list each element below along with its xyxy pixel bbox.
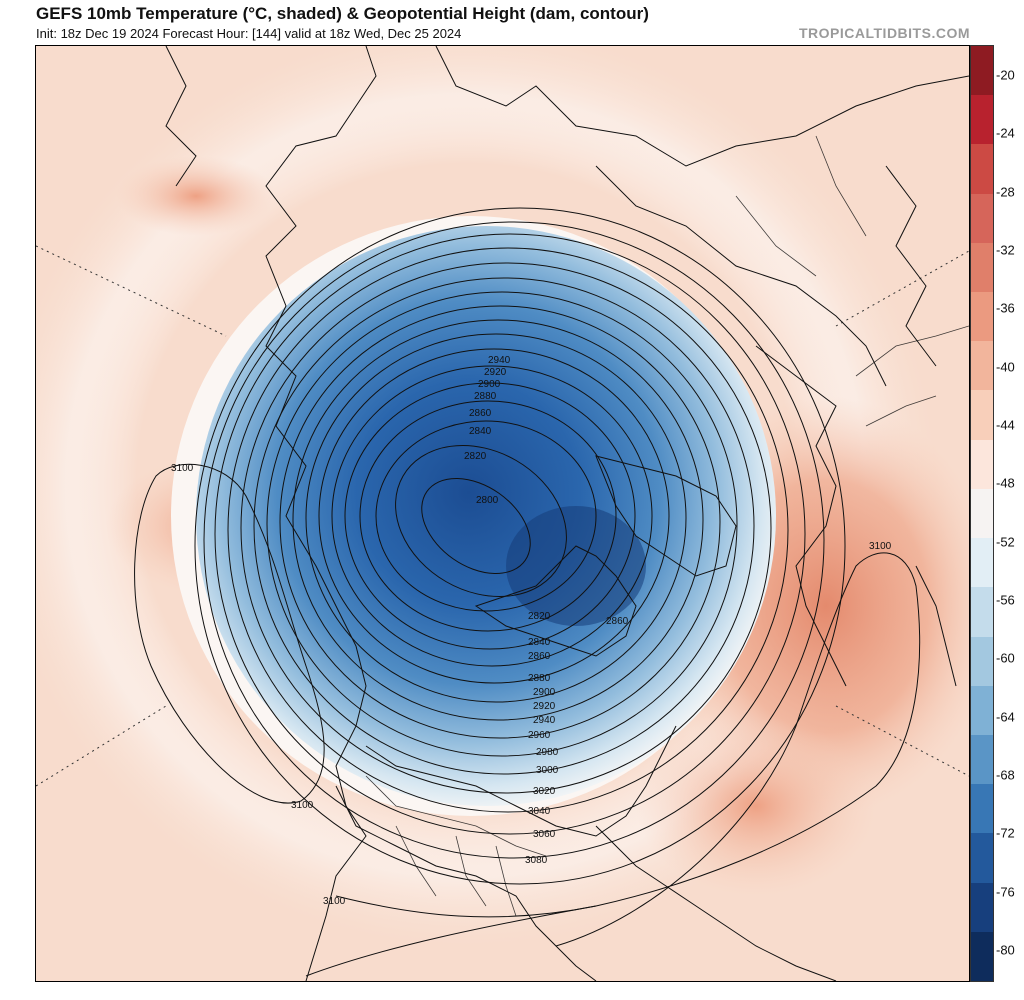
colorbar-label: -68: [996, 767, 1015, 783]
colorbar-segment: [971, 882, 993, 933]
contour-label-2800: 2800: [476, 495, 499, 506]
colorbar-segment: [971, 144, 993, 195]
contour-label-2840-south: 2840: [528, 637, 551, 648]
polar-vortex-cold-core: [196, 226, 776, 806]
colorbar-segment: [971, 734, 993, 786]
contour-label-2860-south: 2860: [528, 651, 551, 662]
colorbar-segment: [971, 439, 993, 490]
contour-label-3020-south: 3020: [533, 786, 556, 797]
contour-label-2820-north: 2820: [464, 451, 487, 462]
map-subtitle: Init: 18z Dec 19 2024 Forecast Hour: [14…: [36, 26, 462, 41]
colorbar-segment: [971, 784, 993, 835]
contour-label-3100-west: 3100: [171, 463, 194, 474]
colorbar-label: -36: [996, 300, 1015, 316]
colorbar-segment: [971, 341, 993, 392]
source-watermark: TROPICALTIDBITS.COM: [798, 25, 970, 41]
height-contours: [134, 207, 921, 977]
contour-label-2820-south: 2820: [528, 611, 551, 622]
borders: [365, 135, 969, 917]
colorbar-segment: [971, 685, 993, 736]
contour-labels: 3100 3100 3100 3100 2940 2920 2900 2880 …: [171, 355, 892, 907]
colorbar-label: -64: [996, 709, 1015, 725]
contour-label-2860-east: 2860: [606, 616, 629, 627]
colorbar-segment: [971, 636, 993, 687]
contour-label-2900-north: 2900: [478, 379, 501, 390]
contour-label-2980-south: 2980: [536, 747, 559, 758]
colorbar-segment: [971, 587, 993, 638]
contour-label-2860-north: 2860: [469, 408, 492, 419]
colorbar-segment: [971, 193, 993, 244]
colorbar-label: -24: [996, 125, 1015, 141]
temperature-colorbar: [970, 45, 994, 982]
contour-label-2940-south: 2940: [533, 715, 556, 726]
colorbar-segment: [971, 95, 993, 146]
graticule: [36, 245, 969, 787]
colorbar-label: -20: [996, 67, 1015, 83]
contour-label-3100-east: 3100: [869, 541, 892, 552]
colorbar-segment: [971, 292, 993, 343]
map-canvas: 3100 3100 3100 3100 2940 2920 2900 2880 …: [36, 46, 969, 981]
contour-label-3060-south: 3060: [533, 829, 556, 840]
map-panel: 3100 3100 3100 3100 2940 2920 2900 2880 …: [35, 45, 970, 982]
contour-label-3040-south: 3040: [528, 806, 551, 817]
colorbar-label: -72: [996, 825, 1015, 841]
colorbar-segment: [971, 833, 993, 884]
contour-label-2840-north: 2840: [469, 426, 492, 437]
colorbar-segment: [971, 242, 993, 294]
contour-label-2920-north: 2920: [484, 367, 507, 378]
colorbar-label: -60: [996, 650, 1015, 666]
colorbar-segment: [971, 488, 993, 540]
contour-label-2940-north: 2940: [488, 355, 511, 366]
colorbar-segment: [971, 390, 993, 441]
colorbar-label: -44: [996, 417, 1015, 433]
colorbar-segment: [971, 46, 993, 97]
colorbar-label: -80: [996, 942, 1015, 958]
contour-label-2920-south: 2920: [533, 701, 556, 712]
contour-label-3000-south: 3000: [536, 765, 559, 776]
contour-label-2880-south: 2880: [528, 673, 551, 684]
colorbar-label: -40: [996, 359, 1015, 375]
contour-label-3100-south: 3100: [323, 896, 346, 907]
contour-label-2880-north: 2880: [474, 391, 497, 402]
colorbar-label: -52: [996, 534, 1015, 550]
colorbar-segment: [971, 931, 993, 981]
contour-label-2900-south: 2900: [533, 687, 556, 698]
contour-label-3100-southwest: 3100: [291, 800, 314, 811]
coastlines: [165, 46, 969, 981]
colorbar-label: -32: [996, 242, 1015, 258]
contour-label-2960-south: 2960: [528, 730, 551, 741]
colorbar-label: -56: [996, 592, 1015, 608]
map-title: GEFS 10mb Temperature (°C, shaded) & Geo…: [36, 4, 649, 23]
colorbar-label: -76: [996, 884, 1015, 900]
colorbar-label: -48: [996, 475, 1015, 491]
contour-label-3080-south: 3080: [525, 855, 548, 866]
colorbar-label: -28: [996, 184, 1015, 200]
colorbar-segment: [971, 538, 993, 589]
